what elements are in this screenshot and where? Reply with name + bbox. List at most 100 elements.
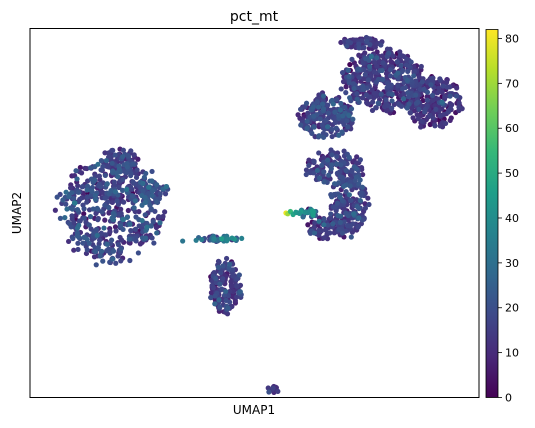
scatter-point bbox=[360, 60, 366, 66]
scatter-point bbox=[360, 86, 367, 92]
scatter-point bbox=[358, 190, 364, 196]
scatter-point bbox=[115, 242, 122, 248]
scatter-point bbox=[150, 219, 156, 225]
scatter-point bbox=[118, 206, 124, 212]
scatter-point bbox=[110, 248, 117, 254]
scatter-point bbox=[316, 150, 322, 156]
scatter-point bbox=[365, 195, 371, 201]
scatter-point bbox=[87, 165, 94, 171]
scatter-point bbox=[367, 63, 373, 69]
scatter-point bbox=[236, 272, 242, 278]
scatter-point bbox=[334, 161, 340, 167]
scatter-point bbox=[375, 100, 381, 106]
scatter-point bbox=[211, 236, 217, 242]
scatter-point bbox=[339, 129, 345, 135]
scatter-point bbox=[424, 97, 430, 103]
scatter-point bbox=[356, 41, 362, 47]
scatter-point bbox=[93, 226, 100, 233]
scatter-point bbox=[355, 223, 362, 229]
scatter-point bbox=[96, 173, 102, 179]
scatter-point bbox=[94, 205, 100, 212]
scatter-point bbox=[93, 249, 99, 255]
scatter-point bbox=[83, 219, 89, 225]
scatter-point bbox=[330, 101, 336, 107]
scatter-point bbox=[312, 220, 318, 226]
scatter-point bbox=[353, 165, 359, 172]
scatter-point bbox=[349, 56, 355, 62]
scatter-point bbox=[310, 212, 316, 218]
scatter-point bbox=[120, 217, 126, 223]
scatter-point bbox=[360, 95, 366, 101]
scatter-point bbox=[378, 91, 384, 97]
scatter-point bbox=[407, 110, 413, 116]
scatter-point bbox=[346, 154, 352, 160]
scatter-point bbox=[77, 196, 83, 203]
scatter-point bbox=[130, 179, 136, 185]
scatter-point bbox=[354, 154, 360, 160]
scatter-point bbox=[379, 67, 385, 74]
scatter-point bbox=[149, 178, 155, 184]
scatter-point bbox=[320, 134, 327, 140]
scatter-point bbox=[130, 161, 136, 167]
scatter-point bbox=[437, 76, 443, 82]
scatter-point bbox=[108, 188, 114, 194]
scatter-point bbox=[75, 183, 81, 189]
scatter-point bbox=[84, 236, 90, 242]
scatter-point bbox=[97, 184, 104, 190]
scatter-point bbox=[329, 194, 335, 200]
scatter-point bbox=[74, 176, 80, 182]
scatter-point bbox=[103, 232, 109, 238]
scatter-point bbox=[346, 113, 352, 119]
scatter-point bbox=[96, 237, 103, 243]
scatter-point bbox=[160, 213, 166, 220]
scatter-point bbox=[193, 237, 199, 243]
scatter-point bbox=[340, 79, 347, 85]
scatter-point bbox=[71, 247, 77, 253]
scatter-point bbox=[319, 122, 325, 128]
scatter-point bbox=[117, 234, 123, 241]
scatter-point bbox=[110, 217, 117, 223]
scatter-point bbox=[305, 222, 311, 228]
scatter-point bbox=[86, 240, 92, 246]
x-axis-label: UMAP1 bbox=[233, 403, 275, 417]
colorbar-tick-label: 60 bbox=[505, 122, 519, 135]
scatter-point bbox=[364, 100, 370, 106]
scatter-point bbox=[266, 389, 272, 395]
scatter-point bbox=[366, 201, 372, 208]
scatter-point bbox=[310, 104, 316, 110]
scatter-point bbox=[385, 102, 391, 109]
scatter-point bbox=[346, 73, 352, 80]
scatter-point bbox=[133, 174, 140, 181]
scatter-point bbox=[321, 106, 327, 112]
scatter-point bbox=[362, 50, 368, 56]
scatter-point bbox=[370, 99, 376, 105]
scatter-point bbox=[317, 175, 323, 181]
scatter-point bbox=[66, 194, 72, 200]
scatter-point bbox=[376, 76, 382, 82]
scatter-point bbox=[418, 63, 424, 70]
scatter-point bbox=[390, 53, 396, 59]
scatter-point bbox=[325, 102, 331, 108]
scatter-point bbox=[404, 56, 410, 62]
scatter-point bbox=[180, 238, 186, 244]
scatter-point bbox=[346, 80, 352, 86]
scatter-point bbox=[447, 93, 453, 99]
scatter-point bbox=[228, 279, 234, 285]
scatter-point bbox=[386, 50, 392, 56]
scatter-point bbox=[387, 67, 393, 73]
scatter-point bbox=[54, 194, 60, 200]
scatter-point bbox=[306, 162, 312, 168]
scatter-point bbox=[320, 93, 327, 99]
scatter-point bbox=[384, 46, 391, 52]
scatter-point bbox=[223, 288, 229, 295]
scatter-point bbox=[371, 69, 378, 75]
scatter-point bbox=[325, 157, 331, 163]
colorbar-ticks: 0 10 20 30 40 50 60 70 80 bbox=[498, 32, 519, 405]
scatter-point bbox=[328, 166, 334, 172]
scatter-point bbox=[121, 199, 127, 205]
scatter-point bbox=[341, 219, 347, 225]
scatter-point bbox=[339, 230, 346, 236]
scatter-point bbox=[357, 157, 363, 163]
scatter-point bbox=[420, 97, 426, 104]
scatter-point bbox=[395, 70, 401, 76]
